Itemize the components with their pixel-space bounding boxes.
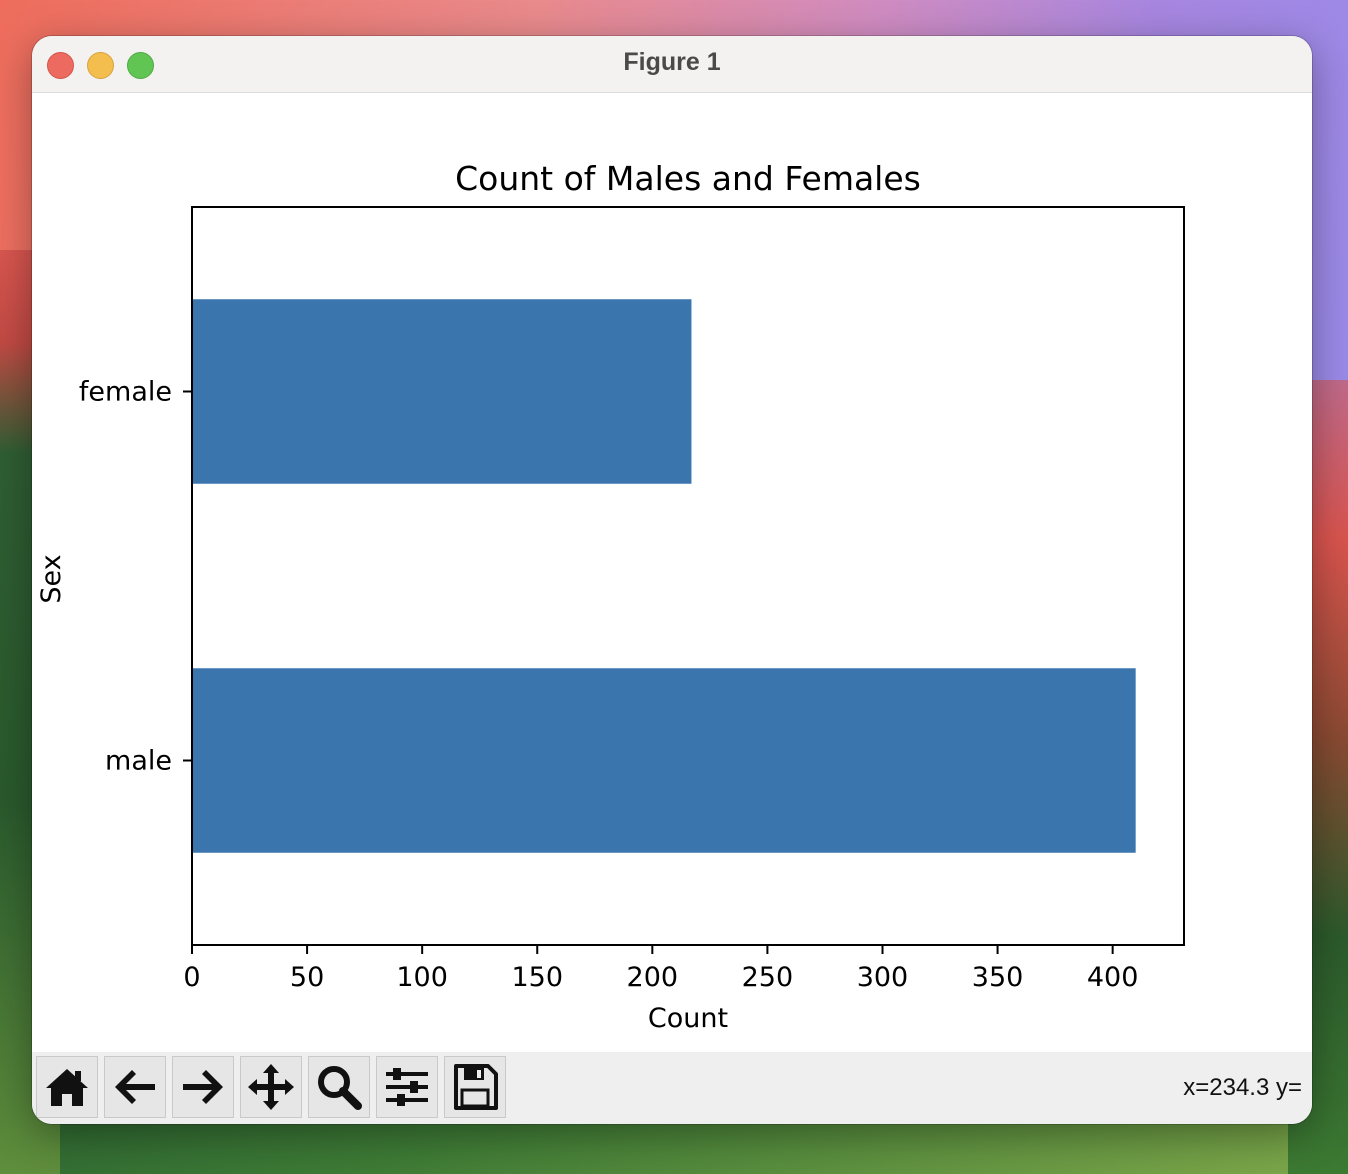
- navigation-toolbar: x=234.3 y=: [32, 1052, 1312, 1124]
- figure-window: Figure 1 Count of Males and Females male…: [32, 36, 1312, 1124]
- bar-chart: Count of Males and Females male female 0 5…: [36, 159, 1185, 1034]
- window-title: Figure 1: [623, 48, 721, 76]
- close-button[interactable]: [47, 52, 74, 79]
- minimize-button[interactable]: [87, 52, 114, 79]
- bars-layer: [192, 299, 1136, 853]
- x-axis-label: Count: [648, 1003, 728, 1034]
- zoom-button[interactable]: [308, 1056, 370, 1118]
- magnifier-icon: [318, 1066, 362, 1110]
- y-axis-label: Sex: [36, 554, 67, 603]
- x-tick-label: 150: [511, 962, 563, 993]
- plot-frame: [191, 206, 1185, 946]
- save-button[interactable]: [444, 1056, 506, 1118]
- forward-button[interactable]: [172, 1056, 234, 1118]
- x-tick-label: 300: [857, 962, 909, 993]
- home-icon: [46, 1069, 88, 1106]
- back-button[interactable]: [104, 1056, 166, 1118]
- bar-male: [192, 668, 1136, 853]
- bar-female: [192, 299, 692, 484]
- x-tick-label: 50: [290, 962, 324, 993]
- floppy-disk-icon: [454, 1064, 498, 1110]
- arrow-right-icon: [183, 1070, 223, 1104]
- maximize-button[interactable]: [127, 52, 154, 79]
- x-tick-label: 250: [742, 962, 794, 993]
- x-tick-label: 100: [396, 962, 448, 993]
- title-bar[interactable]: Figure 1: [32, 36, 1312, 93]
- x-ticks: 0 50 100 150 200 250 300 350 400: [183, 945, 1138, 993]
- move-icon: [248, 1064, 294, 1110]
- cursor-coordinates: x=234.3 y=: [1183, 1074, 1302, 1101]
- configure-subplots-button[interactable]: [376, 1056, 438, 1118]
- arrow-left-icon: [115, 1070, 155, 1104]
- y-tick-label: female: [79, 377, 172, 408]
- x-tick-label: 0: [183, 962, 200, 993]
- sliders-icon: [386, 1068, 428, 1106]
- x-tick-label: 200: [627, 962, 679, 993]
- y-tick-label: male: [105, 746, 172, 777]
- chart-title: Count of Males and Females: [455, 159, 921, 198]
- x-tick-label: 350: [972, 962, 1024, 993]
- pan-button[interactable]: [240, 1056, 302, 1118]
- home-button[interactable]: [36, 1056, 98, 1118]
- figure-canvas[interactable]: Count of Males and Females male female 0 5…: [32, 93, 1312, 1051]
- y-ticks: male female: [79, 377, 192, 777]
- x-tick-label: 400: [1087, 962, 1139, 993]
